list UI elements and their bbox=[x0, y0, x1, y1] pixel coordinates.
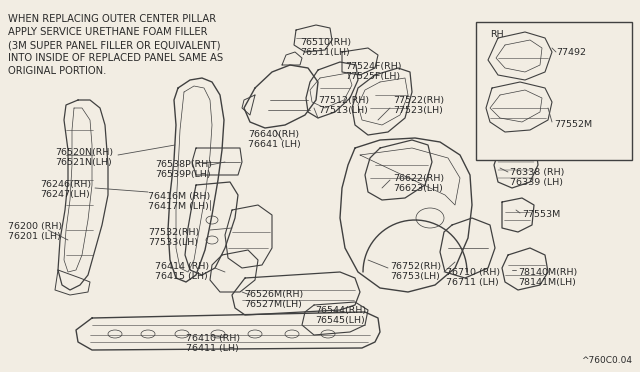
Text: 76201 (LH): 76201 (LH) bbox=[8, 232, 61, 241]
Text: 76539P(LH): 76539P(LH) bbox=[155, 170, 211, 179]
Text: APPLY SERVICE URETHANE FOAM FILLER: APPLY SERVICE URETHANE FOAM FILLER bbox=[8, 27, 207, 37]
Text: 76417M (LH): 76417M (LH) bbox=[148, 202, 209, 211]
Text: 76410 (RH): 76410 (RH) bbox=[186, 334, 240, 343]
Text: 77532(RH): 77532(RH) bbox=[148, 228, 199, 237]
Text: 76753(LH): 76753(LH) bbox=[390, 272, 440, 281]
Text: 78141M(LH): 78141M(LH) bbox=[518, 278, 576, 287]
Text: WHEN REPLACING OUTER CENTER PILLAR: WHEN REPLACING OUTER CENTER PILLAR bbox=[8, 14, 216, 24]
Text: 77552M: 77552M bbox=[554, 120, 592, 129]
Text: RH: RH bbox=[490, 30, 504, 39]
Text: 77553M: 77553M bbox=[522, 210, 560, 219]
Bar bbox=[476, 22, 632, 160]
Text: 76521N(LH): 76521N(LH) bbox=[55, 158, 112, 167]
Text: INTO INSIDE OF REPLACED PANEL SAME AS: INTO INSIDE OF REPLACED PANEL SAME AS bbox=[8, 53, 223, 63]
Text: 76200 (RH): 76200 (RH) bbox=[8, 222, 62, 231]
Text: 77513(LH): 77513(LH) bbox=[318, 106, 368, 115]
Text: 76640(RH): 76640(RH) bbox=[248, 130, 299, 139]
Text: 76415 (LH): 76415 (LH) bbox=[155, 272, 208, 281]
Text: 77525F(LH): 77525F(LH) bbox=[345, 72, 400, 81]
Text: 76339 (LH): 76339 (LH) bbox=[510, 178, 563, 187]
Text: 76544(RH): 76544(RH) bbox=[315, 306, 366, 315]
Text: 77533(LH): 77533(LH) bbox=[148, 238, 198, 247]
Text: 76510(RH): 76510(RH) bbox=[300, 38, 351, 47]
Text: ^760C0.04: ^760C0.04 bbox=[581, 356, 632, 365]
Text: 77523(LH): 77523(LH) bbox=[393, 106, 443, 115]
Text: 77492: 77492 bbox=[556, 48, 586, 57]
Text: 76338 (RH): 76338 (RH) bbox=[510, 168, 564, 177]
Text: 76527M(LH): 76527M(LH) bbox=[244, 300, 302, 309]
Text: 76538P(RH): 76538P(RH) bbox=[155, 160, 212, 169]
Text: 76752(RH): 76752(RH) bbox=[390, 262, 441, 271]
Text: (3M SUPER PANEL FILLER OR EQUIVALENT): (3M SUPER PANEL FILLER OR EQUIVALENT) bbox=[8, 40, 221, 50]
Text: 76414 (RH): 76414 (RH) bbox=[155, 262, 209, 271]
Text: 76710 (RH): 76710 (RH) bbox=[446, 268, 500, 277]
Text: 76526M(RH): 76526M(RH) bbox=[244, 290, 303, 299]
Text: 76520N(RH): 76520N(RH) bbox=[55, 148, 113, 157]
Text: ORIGINAL PORTION.: ORIGINAL PORTION. bbox=[8, 66, 106, 76]
Text: 76247(LH): 76247(LH) bbox=[40, 190, 90, 199]
Text: 76246(RH): 76246(RH) bbox=[40, 180, 91, 189]
Text: 76411 (LH): 76411 (LH) bbox=[186, 344, 239, 353]
Text: 78140M(RH): 78140M(RH) bbox=[518, 268, 577, 277]
Text: 76545(LH): 76545(LH) bbox=[315, 316, 365, 325]
Text: 76416M (RH): 76416M (RH) bbox=[148, 192, 211, 201]
Text: 76622(RH): 76622(RH) bbox=[393, 174, 444, 183]
Text: 76623(LH): 76623(LH) bbox=[393, 184, 443, 193]
Text: 76511(LH): 76511(LH) bbox=[300, 48, 349, 57]
Text: 76711 (LH): 76711 (LH) bbox=[446, 278, 499, 287]
Text: 77522(RH): 77522(RH) bbox=[393, 96, 444, 105]
Text: 76641 (LH): 76641 (LH) bbox=[248, 140, 301, 149]
Text: 77512(RH): 77512(RH) bbox=[318, 96, 369, 105]
Text: 77524F(RH): 77524F(RH) bbox=[345, 62, 401, 71]
